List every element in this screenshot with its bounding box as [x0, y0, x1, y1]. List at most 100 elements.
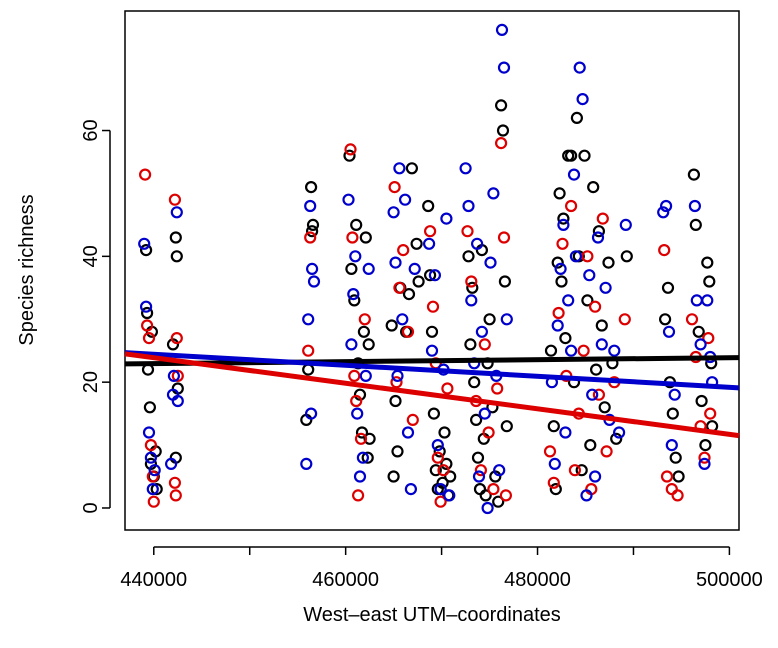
y-tick-label: 20 [80, 371, 102, 393]
data-point [401, 325, 415, 338]
data-point [470, 413, 483, 426]
data-point [302, 344, 315, 357]
data-point [602, 256, 615, 269]
data-point [698, 457, 711, 470]
data-point [362, 338, 375, 351]
data-point [140, 300, 153, 313]
data-point [424, 225, 437, 238]
data-point [348, 294, 361, 307]
data-point [437, 464, 450, 477]
data-point [465, 294, 478, 307]
data-point [573, 61, 586, 74]
data-point [694, 338, 707, 351]
data-point [427, 407, 440, 420]
data-point [544, 344, 558, 357]
data-point [404, 483, 417, 496]
data-point [363, 432, 376, 445]
data-point [357, 325, 370, 338]
data-point [350, 394, 363, 408]
data-point [300, 457, 313, 470]
y-axis-title: Species richness [16, 194, 38, 345]
data-point [444, 470, 457, 483]
data-point [587, 181, 600, 194]
regression-line [124, 351, 740, 439]
data-point [492, 495, 505, 508]
data-point [657, 206, 670, 219]
data-point [410, 237, 423, 250]
data-point [171, 394, 184, 408]
data-point [168, 476, 181, 489]
data-point [399, 193, 412, 206]
data-point [362, 262, 375, 275]
data-point [570, 111, 584, 125]
data-point [698, 451, 711, 464]
data-point [559, 332, 572, 345]
data-point [438, 426, 451, 439]
data-point [668, 388, 681, 401]
data-point [549, 483, 562, 496]
data-point [434, 495, 447, 508]
data-point [581, 250, 594, 263]
data-point [138, 237, 151, 250]
data-point [576, 92, 589, 106]
data-point [440, 212, 453, 225]
data-point [426, 300, 440, 313]
data-point [459, 162, 472, 175]
data-point [441, 382, 454, 395]
data-point [665, 483, 678, 496]
data-point [168, 193, 181, 206]
data-point [465, 275, 478, 288]
data-point [568, 464, 582, 477]
data-point [345, 262, 358, 275]
data-point [359, 369, 372, 382]
data-point [307, 275, 321, 288]
data-point [146, 470, 159, 483]
plot-frame [124, 10, 740, 531]
data-point [167, 369, 180, 382]
data-point [556, 237, 569, 250]
data-point [478, 338, 491, 351]
data-point [548, 457, 561, 470]
data-point [304, 231, 317, 244]
data-point [443, 489, 456, 502]
data-point [150, 483, 163, 496]
data-point [612, 426, 626, 439]
data-point [406, 413, 419, 426]
data-point [147, 495, 160, 508]
data-point [479, 489, 492, 502]
data-point [493, 464, 506, 477]
data-point [689, 218, 702, 231]
data-point [701, 294, 714, 307]
data-point [578, 149, 591, 162]
data-point [468, 376, 481, 389]
data-point [599, 281, 612, 294]
data-point [144, 451, 157, 464]
x-axis-title: West–east UTM–coordinates [303, 604, 561, 626]
data-point [165, 457, 178, 470]
data-point [569, 250, 583, 263]
data-point [144, 439, 157, 452]
data-point [440, 457, 453, 470]
data-point [436, 476, 449, 489]
data-point [596, 212, 609, 225]
data-point [148, 464, 161, 477]
data-point [666, 407, 679, 420]
data-point [567, 168, 581, 181]
data-point [385, 319, 398, 332]
data-point [170, 206, 183, 219]
data-point [302, 363, 315, 376]
data-point [353, 470, 367, 483]
data-point [429, 464, 442, 477]
data-point [361, 451, 374, 464]
data-point [584, 439, 597, 452]
data-point [588, 470, 602, 483]
y-tick-label: 0 [80, 502, 102, 513]
x-tick-label: 460000 [312, 569, 379, 591]
data-point [473, 483, 487, 496]
data-point [306, 262, 319, 275]
data-point [547, 476, 560, 489]
data-point [475, 325, 488, 338]
data-point [669, 451, 682, 464]
data-point [589, 363, 603, 376]
data-point [431, 439, 444, 452]
